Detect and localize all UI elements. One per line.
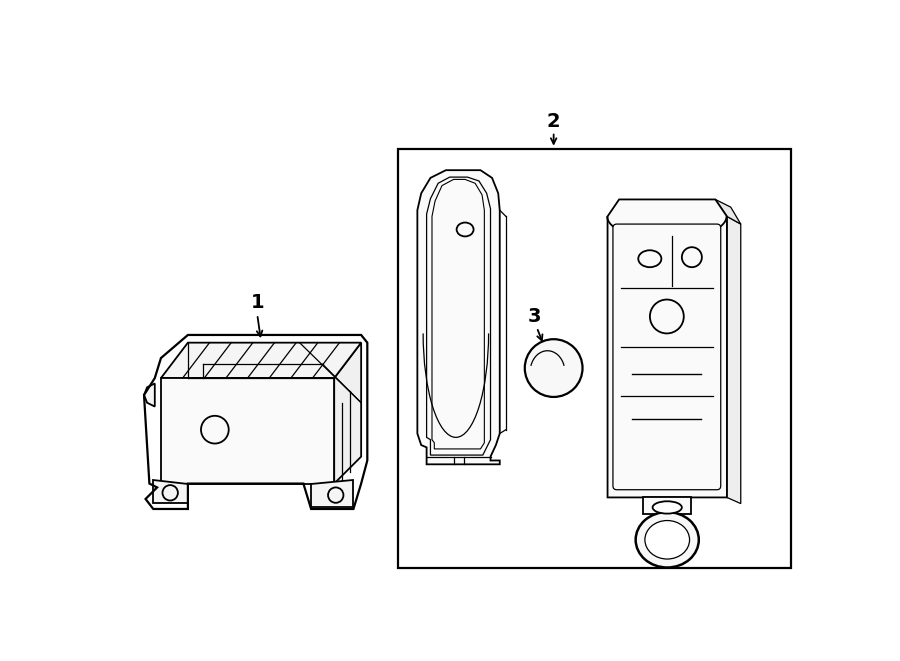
Ellipse shape bbox=[652, 501, 682, 514]
FancyBboxPatch shape bbox=[613, 224, 721, 490]
Polygon shape bbox=[153, 480, 188, 503]
Text: 2: 2 bbox=[547, 112, 561, 131]
Bar bbox=[398, 149, 791, 568]
Ellipse shape bbox=[635, 512, 698, 568]
Text: 1: 1 bbox=[250, 293, 264, 312]
Polygon shape bbox=[334, 342, 361, 484]
Polygon shape bbox=[161, 342, 361, 378]
Circle shape bbox=[525, 339, 582, 397]
Polygon shape bbox=[418, 170, 500, 464]
Polygon shape bbox=[644, 498, 691, 514]
Polygon shape bbox=[727, 216, 741, 504]
Polygon shape bbox=[608, 200, 727, 498]
Text: 3: 3 bbox=[527, 307, 541, 326]
Polygon shape bbox=[144, 383, 155, 407]
Ellipse shape bbox=[645, 520, 689, 559]
Polygon shape bbox=[161, 378, 334, 484]
Polygon shape bbox=[716, 200, 741, 224]
Polygon shape bbox=[311, 480, 354, 507]
